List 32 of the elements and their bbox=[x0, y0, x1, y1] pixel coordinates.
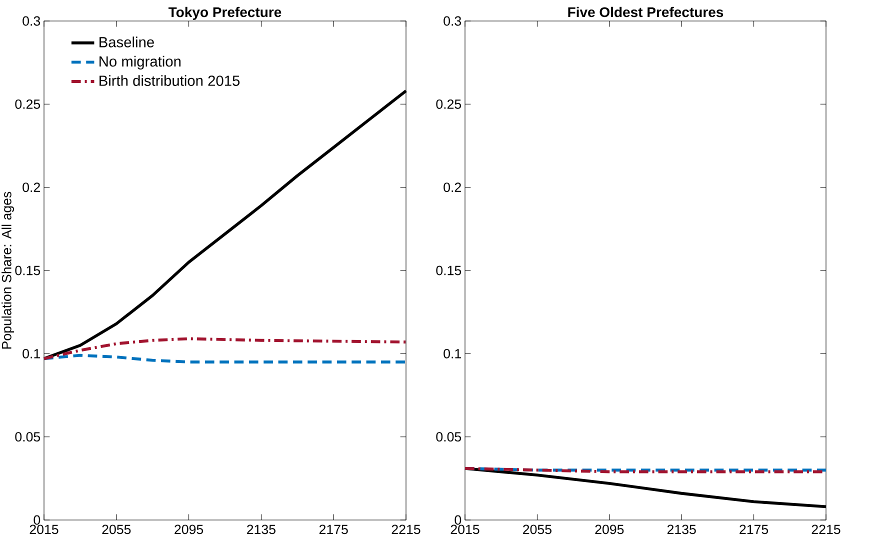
y-tick-label: 0.2 bbox=[444, 182, 461, 192]
y-tick-label: 0 bbox=[34, 515, 40, 525]
x-tick-label: 2175 bbox=[319, 524, 348, 534]
y-tick-label: 0.15 bbox=[15, 266, 40, 276]
x-tick-label: 2215 bbox=[812, 524, 840, 534]
x-tick-label: 2135 bbox=[247, 524, 276, 534]
legend-label: Birth distribution 2015 bbox=[100, 75, 240, 86]
x-tick-label: 2175 bbox=[740, 524, 768, 534]
x-tick-label: 2135 bbox=[667, 524, 696, 534]
y-axis-title: Population Share: All ages bbox=[2, 192, 14, 349]
y-tick-label: 0.2 bbox=[22, 182, 40, 192]
chart-title: Tokyo Prefecture bbox=[168, 6, 282, 20]
x-tick-label: 2055 bbox=[523, 524, 552, 534]
y-tick-label: 0.1 bbox=[444, 348, 461, 358]
x-tick-label: 2215 bbox=[392, 524, 420, 534]
y-tick-label: 0.05 bbox=[436, 432, 462, 442]
x-tick-label: 2095 bbox=[174, 524, 204, 534]
y-tick-label: 0.15 bbox=[436, 266, 462, 276]
y-tick-label: 0.25 bbox=[436, 99, 462, 109]
y-tick-label: 0.05 bbox=[15, 432, 40, 442]
legend-label: Baseline bbox=[100, 36, 154, 48]
y-tick-label: 0.3 bbox=[444, 16, 462, 26]
x-tick-label: 2095 bbox=[595, 524, 624, 534]
y-tick-label: 0.1 bbox=[22, 348, 40, 358]
y-tick-label: 0 bbox=[454, 515, 462, 525]
x-tick-label: 2055 bbox=[102, 524, 131, 534]
y-tick-label: 0.25 bbox=[15, 99, 40, 109]
chart-title: Five Oldest Prefectures bbox=[568, 6, 724, 18]
legend-label: No migration bbox=[100, 56, 181, 70]
y-tick-label: 0.3 bbox=[22, 16, 40, 26]
x-tick-label: 2015 bbox=[30, 524, 58, 534]
x-tick-label: 2015 bbox=[450, 524, 480, 534]
